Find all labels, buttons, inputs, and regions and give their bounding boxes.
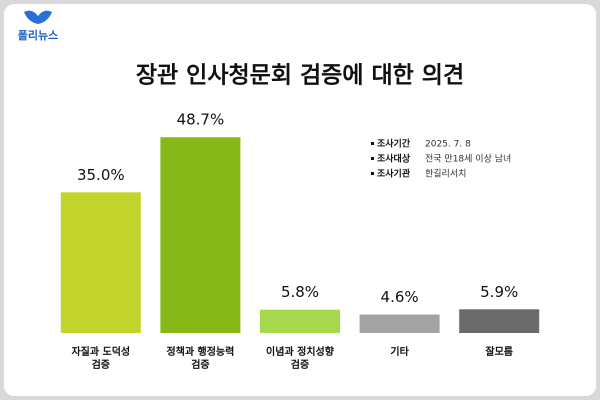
note-value: 한길리서치 <box>425 168 466 180</box>
bar <box>260 309 340 333</box>
value-label: 4.6% <box>381 288 419 306</box>
x-tick-label: 기타 <box>390 345 409 358</box>
note-bullet <box>371 157 374 160</box>
logo: 폴리뉴스 <box>18 10 58 42</box>
note-bullet <box>371 172 374 175</box>
note-label: 조사대상 <box>377 153 411 165</box>
chart-title: 장관 인사청문회 검증에 대한 의견 <box>136 63 464 89</box>
x-tick-label: 이념과 정치성향 <box>266 345 335 358</box>
x-tick-label: 잘모름 <box>485 346 513 358</box>
bar <box>459 309 540 333</box>
x-tick-label: 검증 <box>291 359 309 371</box>
logo-icon <box>24 10 52 24</box>
bar <box>160 137 241 333</box>
x-tick-label: 검증 <box>92 359 110 371</box>
note-value: 전국 만18세 이상 남녀 <box>425 154 511 165</box>
bar <box>359 314 440 333</box>
logo-text: 폴리뉴스 <box>18 28 58 42</box>
value-label: 48.7% <box>177 111 225 129</box>
note-label: 조사기간 <box>377 138 411 150</box>
note-value: 2025. 7. 8 <box>425 140 471 150</box>
x-tick-label: 정책과 행정능력 <box>166 345 234 358</box>
value-label: 5.9% <box>480 283 518 301</box>
bar <box>60 192 141 333</box>
note-bullet <box>371 142 374 145</box>
value-label: 5.8% <box>281 283 319 301</box>
x-tick-label: 검증 <box>191 359 209 371</box>
note-label: 조사기관 <box>377 168 411 180</box>
card <box>4 4 596 396</box>
value-label: 35.0% <box>77 166 125 184</box>
x-tick-label: 자질과 도덕성 <box>71 345 130 358</box>
